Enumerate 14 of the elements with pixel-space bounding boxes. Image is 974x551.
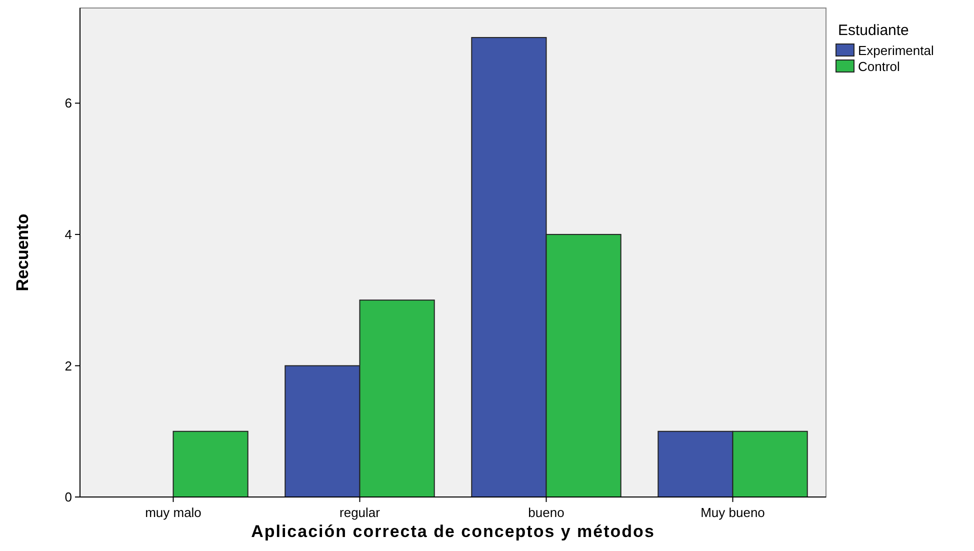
- y-tick-label: 2: [64, 358, 72, 374]
- x-axis-title: Aplicación correcta de conceptos y métodos: [251, 522, 655, 541]
- y-tick-label: 6: [64, 96, 72, 111]
- y-tick-label: 0: [64, 490, 72, 505]
- x-tick-label: regular: [340, 505, 381, 520]
- bar: [172, 430, 248, 498]
- x-tick-label: bueno: [528, 505, 564, 520]
- legend-title: Estudiante: [838, 22, 909, 39]
- x-tick-label: muy malo: [145, 505, 202, 520]
- y-tick-label: 4: [64, 227, 72, 242]
- legend-label: Experimental: [858, 43, 934, 58]
- y-axis-title: Recuento: [13, 214, 32, 292]
- legend-label: Control: [858, 59, 900, 74]
- x-tick-label: Muy bueno: [700, 505, 765, 520]
